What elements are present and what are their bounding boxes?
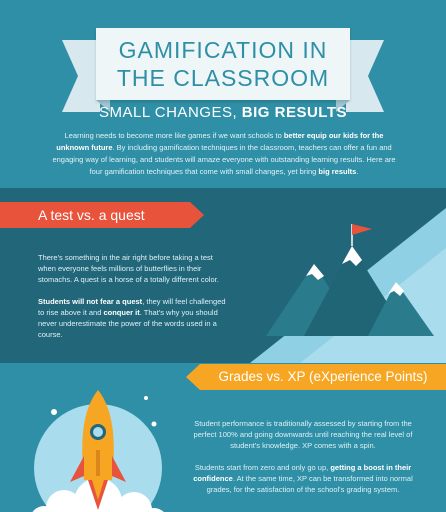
section2-text-2: . At the same time, XP can be transforme… <box>206 474 413 494</box>
section2-bold-1: getting a boost in their confidence <box>193 463 412 483</box>
section1-text-2: . That's why you should never underestim… <box>38 308 218 339</box>
section2-paragraph-1: Student performance is traditionally ass… <box>193 419 413 450</box>
intro-text-2: . By including gamification techniques i… <box>52 143 396 176</box>
intro-paragraph: Learning needs to become more like games… <box>52 130 396 178</box>
subtitle-bold: BIG RESULTS <box>241 104 348 121</box>
title-banner-area: GAMIFICATION IN THE CLASSROOM <box>0 0 446 112</box>
section2-heading: Grades vs. XP (eXperience Points) <box>186 364 446 390</box>
section1-bold-1: Students will not fear a quest <box>38 297 143 306</box>
title-banner: GAMIFICATION IN THE CLASSROOM <box>96 28 350 100</box>
section1-paragraph-1: There's something in the air right befor… <box>38 253 219 284</box>
page-title: GAMIFICATION IN THE CLASSROOM <box>96 36 350 92</box>
section2-text-1: Students start from zero and only go up, <box>194 463 331 472</box>
section1-paragraph-2: Students will not fear a quest, they wil… <box>38 296 228 340</box>
section1-heading: A test vs. a quest <box>0 202 204 228</box>
section1-text-1: , they will feel challenged to rise abov… <box>38 297 226 317</box>
intro-bold-2: big results <box>318 167 357 176</box>
intro-text-1: Learning needs to become more like games… <box>64 131 284 140</box>
title-line-1: GAMIFICATION IN <box>118 37 328 63</box>
intro-bold-1: better equip our kids for the unknown fu… <box>56 131 384 152</box>
rocket-icon <box>32 390 164 512</box>
section2-paragraph-2: Students start from zero and only go up,… <box>186 462 420 495</box>
title-line-2: THE CLASSROOM <box>116 65 330 91</box>
subtitle: SMALL CHANGES, BIG RESULTS <box>0 104 446 121</box>
subtitle-normal: SMALL CHANGES, <box>98 104 242 121</box>
intro-text-3: . <box>356 167 359 176</box>
banner-ribbon-ends <box>62 40 384 112</box>
section1-bold-2: conquer it <box>103 308 140 317</box>
mountain-flag-icon <box>266 224 434 336</box>
